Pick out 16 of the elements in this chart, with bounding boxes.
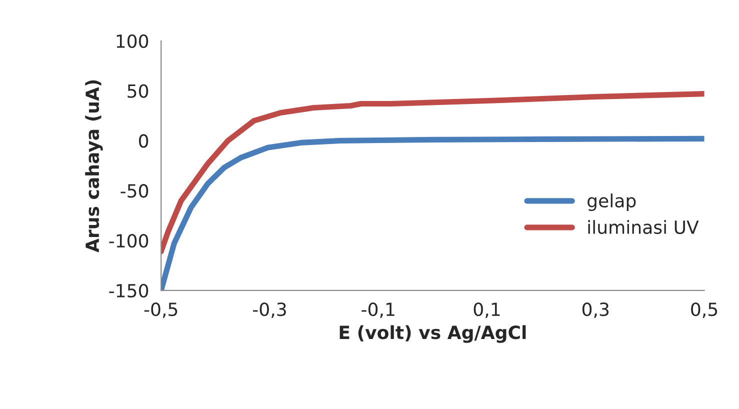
x-tick-label: 0,3 [582,302,609,318]
x-tick-label: 0,1 [474,302,500,318]
x-tick-label: -0,3 [253,302,286,318]
y-tick-label: 100 [116,34,148,48]
y-axis-title: Arus cahaya (uA) [85,80,103,252]
y-tick-label: -100 [109,234,148,248]
y-tick-label: -50 [120,184,148,198]
x-tick-label: -0,1 [362,302,394,318]
legend-label: iluminasi UV [588,220,699,234]
y-tick-label: 0 [139,134,148,148]
y-tick-label: -150 [109,284,148,298]
x-tick-label: -0,5 [144,302,178,318]
x-tick-label: 0,5 [691,302,718,318]
legend-label: gelap [588,194,636,212]
x-axis-title: E (volt) vs Ag/AgCl [340,325,526,343]
y-tick-label: 50 [128,84,148,98]
